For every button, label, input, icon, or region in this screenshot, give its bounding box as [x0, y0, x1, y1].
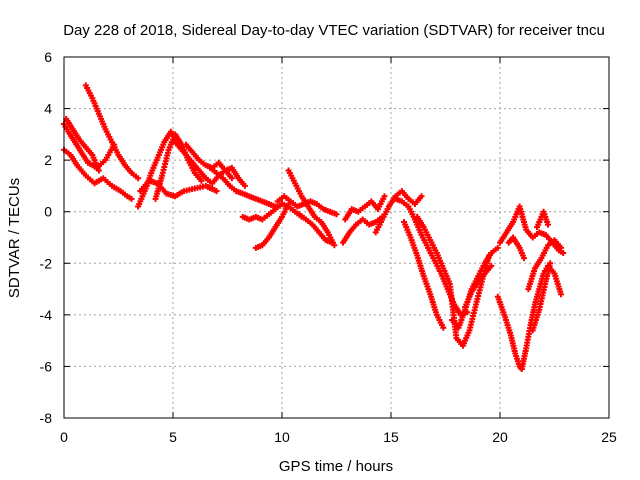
y-tick-label: 4 [44, 101, 52, 117]
y-tick-label: 0 [44, 204, 52, 220]
data-point [558, 291, 565, 298]
data-point [558, 244, 565, 251]
x-tick-label: 5 [169, 429, 177, 445]
series-track-aa [525, 237, 565, 293]
grid [64, 57, 609, 418]
data-point [135, 175, 142, 182]
series-track-l [252, 200, 292, 251]
data-point [520, 255, 527, 262]
data-point [241, 182, 248, 189]
y-tick-label: 6 [44, 49, 52, 65]
data-point [333, 211, 340, 218]
series-track-j [207, 164, 279, 210]
data-point [228, 175, 235, 182]
data-series [61, 82, 567, 373]
x-tick-label: 10 [274, 429, 290, 445]
series-track-ab [529, 260, 554, 334]
data-point [418, 193, 425, 200]
series-track-o [296, 211, 336, 246]
y-tick-label: -6 [40, 358, 53, 374]
chart-title: Day 228 of 2018, Sidereal Day-to-day VTE… [63, 22, 605, 39]
series-track-ac [534, 208, 551, 231]
data-point [128, 195, 135, 202]
series-track-q [342, 193, 388, 223]
data-point [547, 260, 554, 267]
x-axis-label: GPS time / hours [279, 458, 393, 475]
series-track-z [505, 234, 527, 262]
data-point [560, 249, 567, 256]
y-tick-label: -2 [40, 255, 53, 271]
data-point [198, 177, 205, 184]
data-point [329, 239, 336, 246]
x-tick-label: 25 [601, 429, 617, 445]
x-tick-label: 0 [60, 429, 68, 445]
y-tick-label: -4 [40, 307, 53, 323]
data-point [95, 167, 102, 174]
x-tick-label: 20 [492, 429, 508, 445]
series-track-d [82, 82, 142, 182]
y-tick-label: -8 [40, 410, 53, 426]
data-point [544, 221, 551, 228]
y-tick-label: 2 [44, 152, 52, 168]
series-track-y [497, 203, 567, 256]
data-point [213, 188, 220, 195]
series-track-b [61, 121, 118, 171]
data-point [381, 193, 388, 200]
plot-frame [63, 56, 610, 419]
x-tick-label: 15 [383, 429, 399, 445]
series-track-t [401, 219, 447, 331]
data-point [494, 244, 501, 251]
series-track-a [61, 146, 135, 202]
data-point [440, 324, 447, 331]
data-point [488, 262, 495, 269]
series-track-c [63, 115, 102, 174]
series-track-w [462, 262, 495, 311]
y-axis-label: SDTVAR / TECUs [6, 178, 23, 298]
